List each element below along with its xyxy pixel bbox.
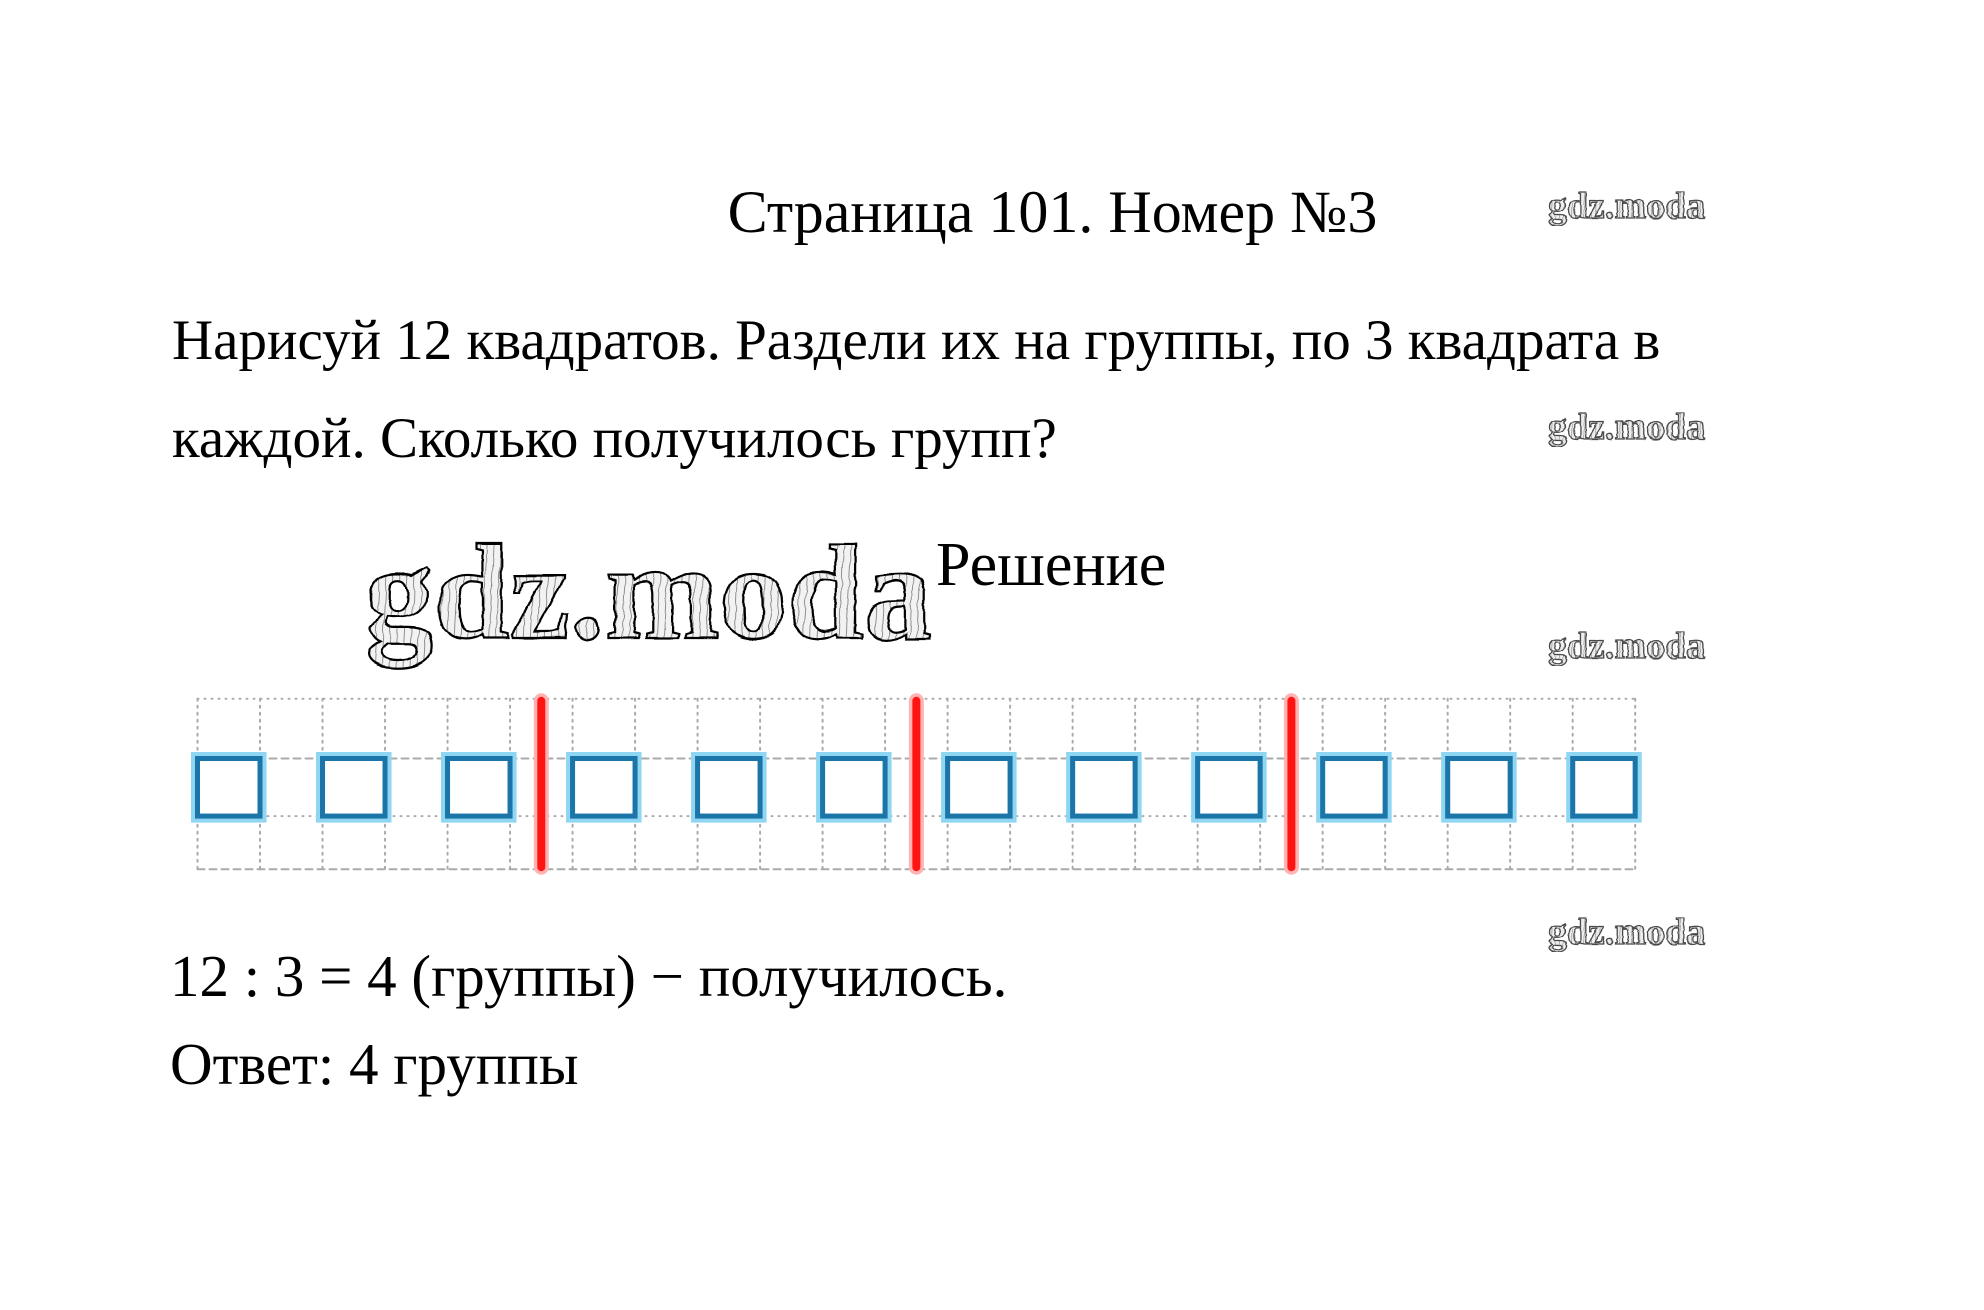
svg-text:gdz.moda: gdz.moda bbox=[1548, 625, 1705, 666]
svg-text:gdz.moda: gdz.moda bbox=[1548, 406, 1705, 447]
svg-text:gdz.moda: gdz.moda bbox=[365, 516, 932, 668]
svg-text:gdz.moda: gdz.moda bbox=[1548, 185, 1705, 226]
